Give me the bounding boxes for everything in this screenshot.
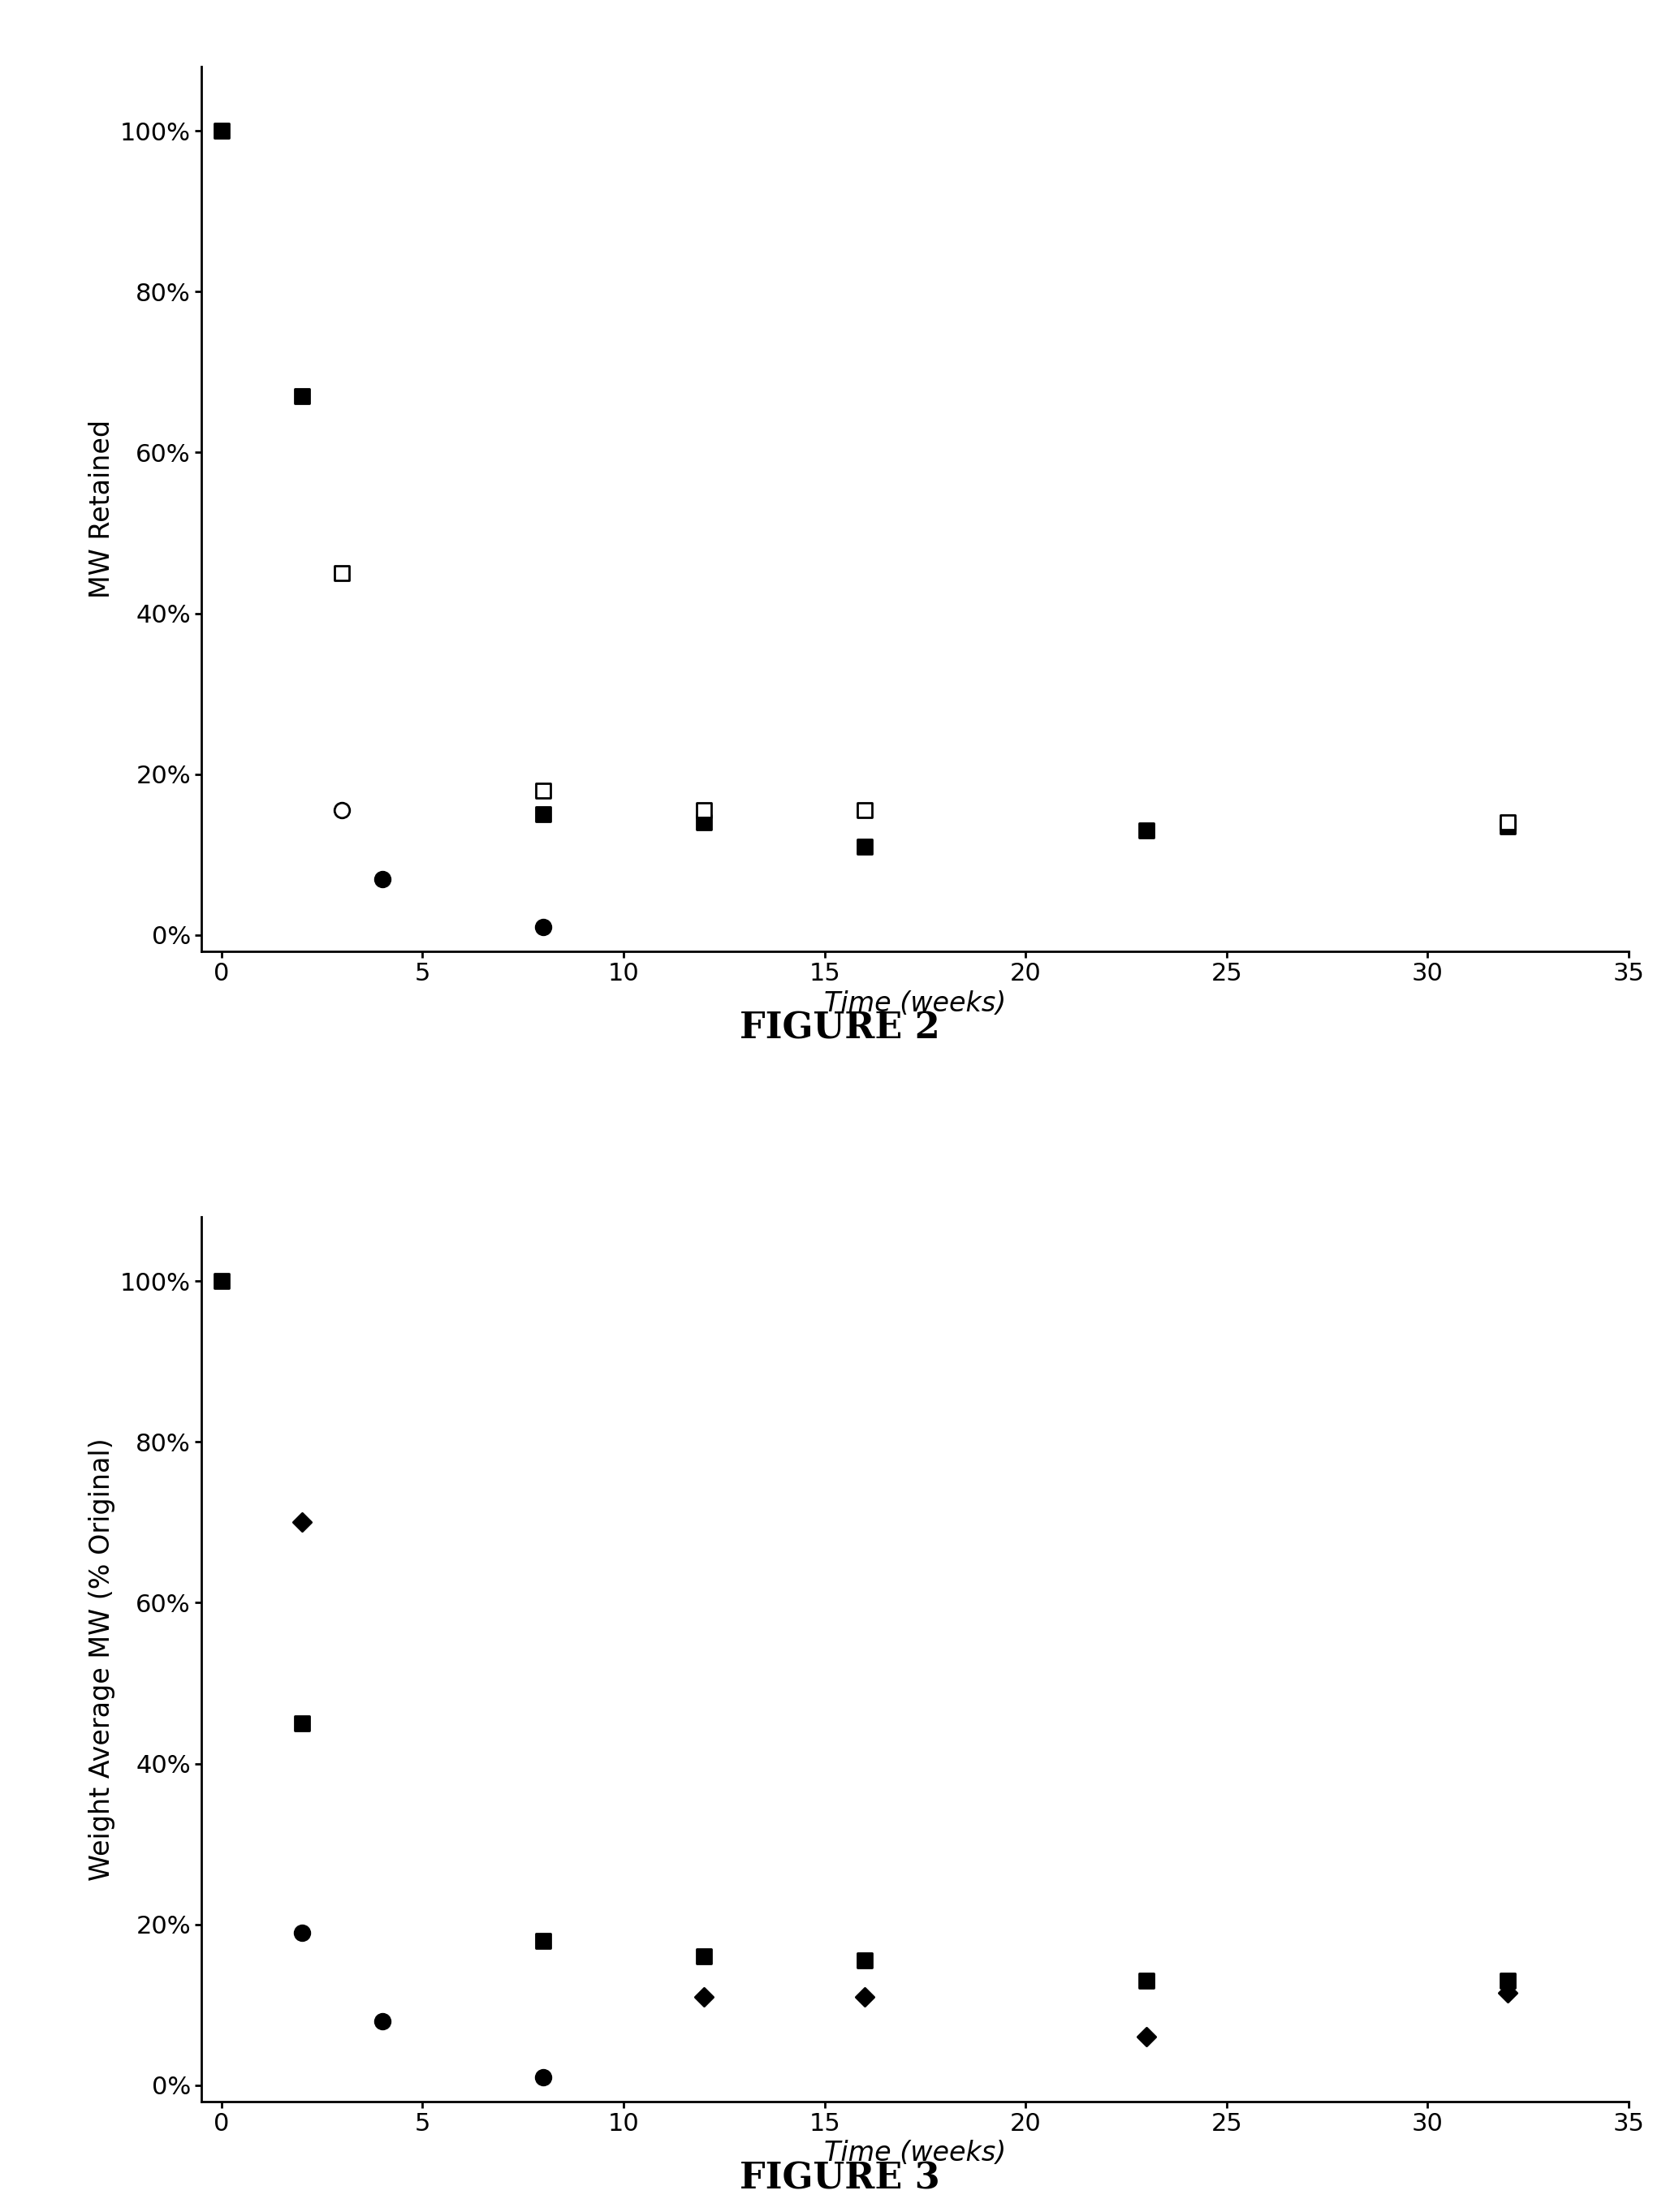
Text: FIGURE 2: FIGURE 2 bbox=[739, 1011, 940, 1046]
Point bbox=[690, 1940, 717, 1975]
Point bbox=[289, 1504, 316, 1540]
Point bbox=[208, 113, 235, 148]
Y-axis label: Weight Average MW (% Original): Weight Average MW (% Original) bbox=[89, 1438, 116, 1880]
Point bbox=[329, 555, 356, 591]
Point bbox=[1494, 805, 1521, 841]
Point bbox=[531, 796, 557, 832]
Point bbox=[531, 2059, 557, 2095]
Point bbox=[208, 1263, 235, 1298]
Point bbox=[1494, 1975, 1521, 2011]
Point bbox=[289, 1705, 316, 1741]
Point bbox=[531, 909, 557, 945]
Text: FIGURE 3: FIGURE 3 bbox=[739, 2161, 940, 2197]
Point bbox=[690, 805, 717, 841]
Point bbox=[1494, 1962, 1521, 1997]
Point bbox=[369, 860, 396, 896]
Point bbox=[851, 1942, 878, 1978]
Point bbox=[851, 792, 878, 827]
Point bbox=[1133, 812, 1160, 847]
Point bbox=[531, 1922, 557, 1958]
X-axis label: Time (weeks): Time (weeks) bbox=[824, 2141, 1006, 2168]
Point bbox=[369, 2004, 396, 2039]
Point bbox=[329, 792, 356, 827]
Point bbox=[690, 1980, 717, 2015]
Point bbox=[690, 792, 717, 827]
Point bbox=[1133, 2020, 1160, 2055]
Point bbox=[531, 772, 557, 807]
Point bbox=[289, 1916, 316, 1951]
Y-axis label: MW Retained: MW Retained bbox=[89, 420, 116, 597]
Point bbox=[851, 1980, 878, 2015]
Point bbox=[1133, 1962, 1160, 1997]
Point bbox=[1494, 810, 1521, 845]
X-axis label: Time (weeks): Time (weeks) bbox=[824, 991, 1006, 1018]
Point bbox=[289, 378, 316, 414]
Point bbox=[851, 830, 878, 865]
